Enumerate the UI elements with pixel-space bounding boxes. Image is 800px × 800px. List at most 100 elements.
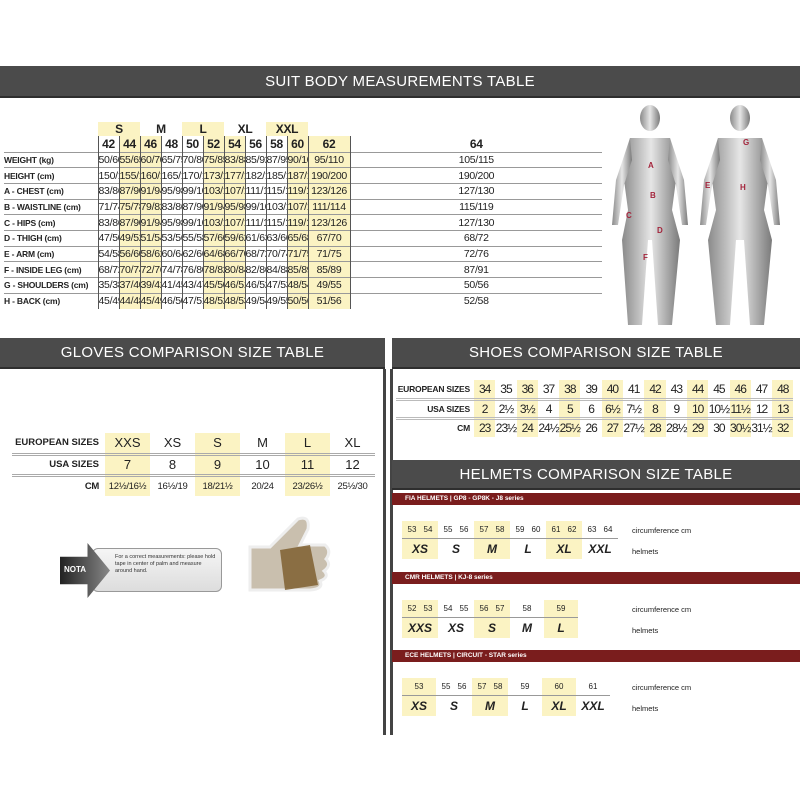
table-cell: 103/106: [265, 198, 287, 215]
table-cell: 91/94: [139, 214, 161, 231]
figure-label-a: A: [648, 161, 654, 170]
table-cell: 90/100: [286, 151, 308, 168]
size-group-header: XXL: [266, 122, 308, 136]
helmet-size: XL: [556, 542, 572, 556]
table-cell: 165/175: [160, 167, 182, 184]
size-number: 46: [139, 136, 161, 152]
table-cell: 70/74: [265, 245, 287, 262]
table-cell: 95/98: [160, 182, 182, 200]
table-cell: 44/48: [118, 292, 140, 309]
nota-label: NOTA: [64, 565, 87, 574]
table-cell: 47/51: [181, 292, 203, 309]
table-cell: 190/200: [349, 167, 602, 184]
helmet-section-title: CMR HELMETS | KJ-8 series: [392, 572, 800, 584]
table-cell: 20/24: [251, 480, 274, 492]
table-cell: 9: [665, 399, 687, 420]
circumference-value: 58: [495, 525, 505, 534]
size-group-header: XL: [237, 122, 253, 136]
table-cell: 78/82: [202, 261, 224, 278]
table-cell: 83/86: [97, 214, 119, 231]
table-cell: 58/62: [139, 245, 161, 262]
table-cell: 44: [686, 380, 709, 401]
table-cell: 43: [665, 380, 687, 401]
table-cell: 91/94: [202, 198, 224, 215]
table-row: C - HIPS (cm)83/8687/9091/9495/9899/1021…: [4, 214, 602, 231]
helmet-size-group: 56 57 S: [474, 600, 510, 638]
circumference-cell: 59: [544, 600, 578, 618]
circumference-value: 59: [520, 682, 530, 691]
table-cell: 87/90: [118, 182, 140, 200]
circumference-cell: 57 58: [472, 678, 508, 696]
table-cell: 60/70: [139, 151, 161, 168]
front-body-icon: [612, 105, 688, 325]
row-label: D - THIGH (cm): [4, 229, 98, 247]
table-cell: 38: [559, 380, 581, 401]
table-cell: 47/50: [97, 229, 119, 247]
helmet-size: XL: [551, 699, 567, 713]
helmets-label: helmets: [632, 547, 659, 556]
circumference-value: 61: [551, 525, 561, 534]
table-cell: 68/72: [349, 229, 602, 247]
table-cell: 85/89: [307, 261, 350, 278]
size-number: 58: [265, 136, 287, 152]
table-cell: 91/94: [139, 182, 161, 200]
table-cell: 56/60: [118, 245, 140, 262]
table-cell: 182/190: [244, 167, 266, 184]
circumference-cell: 56 57: [474, 600, 510, 618]
helmet-size-group: 55 56 S: [438, 521, 474, 559]
helmet-size-group: 60 XL: [542, 678, 576, 716]
table-cell: 68/72: [244, 245, 266, 262]
circumference-label: circumference cm: [632, 683, 692, 692]
figure-label-d: D: [657, 226, 663, 235]
table-cell: 160/170: [139, 167, 161, 184]
row-label: B - WAISTLINE (cm): [4, 198, 98, 215]
table-cell: 5: [559, 399, 581, 420]
circumference-cell: 60: [542, 678, 576, 696]
circumference-value: 54: [423, 525, 433, 534]
table-cell: 31½: [751, 421, 772, 436]
circumference-value: 62: [567, 525, 577, 534]
table-cell: 18/21½: [195, 475, 240, 496]
table-cell: 76/80: [181, 261, 203, 278]
table-cell: 30: [713, 421, 725, 436]
table-cell: 49/55: [265, 292, 287, 309]
table-cell: 49/52: [118, 229, 140, 247]
gloves-table-header: GLOVES COMPARISON SIZE TABLE: [0, 338, 385, 369]
circumference-value: 59: [515, 525, 525, 534]
table-cell: 29: [686, 418, 709, 437]
table-cell: 35: [495, 380, 517, 401]
table-cell: 30½: [729, 418, 751, 437]
table-cell: 50/60: [97, 151, 119, 168]
circumference-value: 59: [556, 604, 566, 613]
table-cell: 52/58: [349, 292, 602, 309]
helmet-size: L: [524, 542, 532, 556]
table-cell: 39: [580, 380, 602, 401]
table-cell: 7½: [623, 399, 645, 420]
helmets-label: helmets: [632, 704, 659, 713]
circumference-value: 60: [554, 682, 564, 691]
table-cell: 43/47: [181, 277, 203, 294]
table-cell: 79/82: [139, 198, 161, 215]
circumference-value: 56: [479, 604, 489, 613]
table-cell: 111/114: [307, 198, 350, 215]
table-cell: XXS: [105, 433, 150, 456]
size-number: 56: [244, 136, 266, 152]
helmets-title: HELMETS COMPARISON SIZE TABLE: [459, 465, 733, 483]
table-row: EUROPEAN SIZES 34 35 36 37 38 39 40 41 42 43 44 45 46…: [396, 380, 794, 401]
helmet-size-group: 54 55 XS: [438, 600, 474, 638]
circumference-cell: 54 55: [438, 600, 474, 618]
figure-label-c: C: [626, 211, 632, 220]
table-cell: 107/110: [223, 182, 245, 200]
size-group-header: S: [98, 122, 140, 136]
helmet-size: XS: [411, 542, 428, 556]
table-cell: 41: [623, 380, 645, 401]
table-cell: 83/86: [160, 198, 182, 215]
row-label: EUROPEAN SIZES: [12, 433, 105, 456]
figure-label-g: G: [743, 138, 749, 147]
table-cell: 25½: [559, 418, 581, 437]
table-row: HEIGHT (cm)150/160155/165160/170165/1751…: [4, 167, 602, 184]
helmet-size-group: 59 60 L: [510, 521, 546, 559]
gloves-size-table: EUROPEAN SIZES XXS XS S M L XL USA SIZES 7 8 9 10 11…: [12, 433, 375, 496]
table-cell: 103/106: [202, 182, 224, 200]
table-cell: 41/45: [160, 277, 182, 294]
